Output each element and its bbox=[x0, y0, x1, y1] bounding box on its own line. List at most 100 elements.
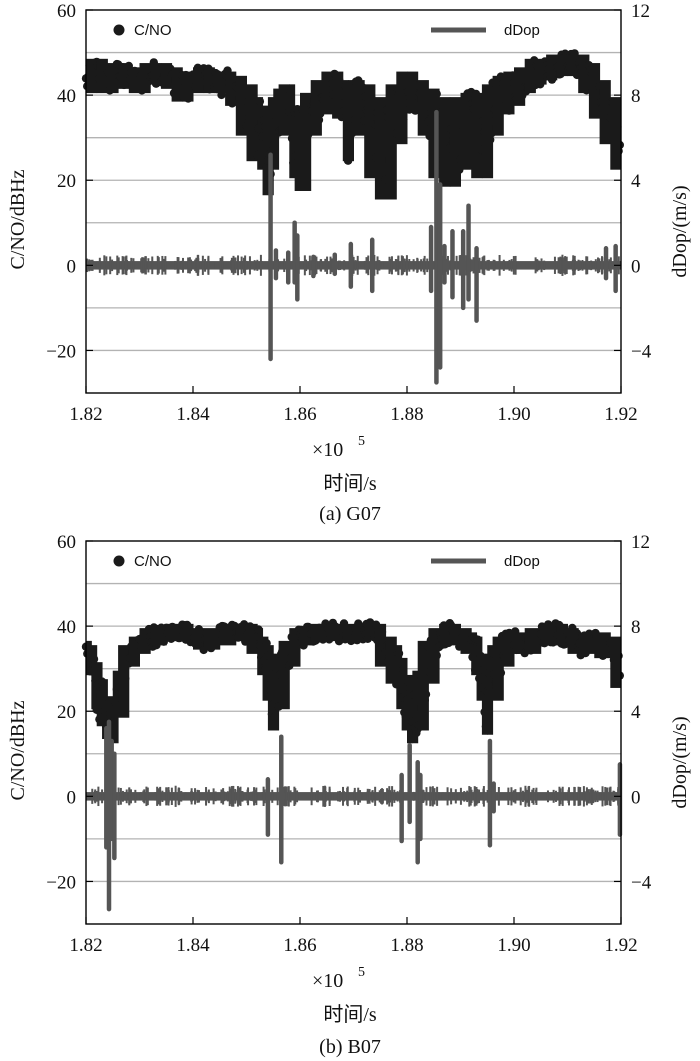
x-tick-label: 1.86 bbox=[283, 404, 316, 425]
panel-caption: (a) G07 bbox=[319, 503, 381, 525]
cno-band bbox=[214, 71, 226, 94]
cno-band bbox=[364, 623, 376, 637]
cno-band bbox=[139, 63, 151, 94]
cno-band bbox=[353, 623, 365, 642]
cno-band bbox=[139, 628, 151, 654]
cno-band bbox=[439, 97, 451, 187]
cno-band bbox=[396, 645, 403, 710]
y-right-tick-label: 8 bbox=[631, 86, 641, 107]
x-axis-label: 时间/s bbox=[323, 1003, 377, 1026]
cno-band bbox=[128, 67, 140, 94]
y-right-tick-label: −4 bbox=[631, 872, 652, 893]
cno-band bbox=[471, 632, 478, 676]
cno-band bbox=[332, 71, 344, 119]
cno-band bbox=[487, 645, 494, 735]
legend-label-ddop: dDop bbox=[504, 22, 540, 39]
legend-label-cno: C/NO bbox=[134, 22, 172, 39]
legend-marker-cno bbox=[113, 555, 125, 567]
x-tick-label: 1.92 bbox=[604, 404, 637, 425]
cno-band bbox=[182, 623, 194, 642]
cno-band bbox=[166, 623, 183, 642]
cno-band bbox=[514, 632, 526, 654]
panel-caption: (b) B07 bbox=[319, 1036, 381, 1058]
cno-band bbox=[503, 632, 515, 667]
cno-band bbox=[160, 63, 173, 89]
cno-band bbox=[278, 640, 290, 710]
cno-band bbox=[294, 105, 301, 191]
cno-band bbox=[289, 84, 296, 179]
cno-band bbox=[257, 628, 264, 676]
cno-band bbox=[193, 628, 205, 650]
plot-frame bbox=[85, 9, 622, 394]
x-tick-label: 1.90 bbox=[497, 935, 530, 956]
legend-label-ddop: dDop bbox=[504, 553, 540, 570]
cno-band bbox=[278, 84, 290, 136]
cno-band bbox=[273, 653, 280, 731]
cno-band bbox=[128, 636, 140, 667]
cno-band bbox=[374, 97, 387, 200]
legend: C/NO dDop bbox=[113, 22, 540, 39]
y-left-tick-label: 40 bbox=[57, 86, 76, 107]
cno-band bbox=[342, 80, 349, 162]
series-ddop bbox=[86, 719, 623, 912]
cno-band bbox=[567, 628, 579, 654]
cno-band bbox=[203, 67, 215, 94]
cno-band bbox=[118, 645, 130, 718]
cno-band bbox=[193, 67, 205, 94]
cno-band bbox=[86, 640, 92, 676]
cno-band bbox=[225, 71, 237, 106]
cno-band bbox=[150, 628, 167, 646]
x-axis-label: 时间/s bbox=[323, 472, 377, 495]
cno-band bbox=[364, 84, 376, 179]
cno-band bbox=[567, 54, 579, 77]
cno-band bbox=[578, 54, 590, 94]
cno-band bbox=[546, 54, 558, 81]
y-left-label: C/NO/dBHz bbox=[7, 700, 29, 800]
cno-band bbox=[86, 58, 98, 94]
cno-band bbox=[556, 623, 568, 646]
y-right-tick-label: 12 bbox=[631, 532, 650, 553]
x-tick-label: 1.86 bbox=[283, 935, 316, 956]
cno-band bbox=[374, 623, 387, 667]
cno-band bbox=[289, 628, 301, 667]
y-left-tick-label: −20 bbox=[46, 341, 76, 362]
cno-band bbox=[588, 63, 601, 119]
y-left-tick-label: 60 bbox=[57, 1, 76, 22]
x-tick-label: 1.82 bbox=[69, 404, 102, 425]
y-right-tick-label: 4 bbox=[631, 171, 641, 192]
cno-band bbox=[385, 636, 397, 684]
cno-band bbox=[246, 84, 258, 162]
y-right-tick-label: 0 bbox=[631, 256, 641, 277]
x-tick-label: 1.84 bbox=[176, 404, 210, 425]
y-left-tick-label: 20 bbox=[57, 171, 76, 192]
y-left-tick-label: 40 bbox=[57, 617, 76, 638]
cno-band bbox=[492, 75, 504, 136]
cno-band bbox=[556, 54, 568, 77]
cno-band bbox=[514, 67, 526, 106]
cno-band bbox=[203, 628, 221, 650]
cno-band bbox=[171, 67, 183, 102]
cno-band bbox=[310, 80, 322, 136]
cno-band bbox=[300, 628, 312, 646]
cno-band bbox=[353, 80, 365, 136]
cno-band bbox=[300, 92, 312, 191]
legend-label-cno: C/NO bbox=[134, 553, 172, 570]
y-right-tick-label: −4 bbox=[631, 341, 652, 362]
cno-band bbox=[460, 628, 472, 654]
cno-band bbox=[96, 58, 108, 94]
y-right-label: dDop/(m/s) bbox=[669, 716, 691, 808]
x-tick-label: 1.88 bbox=[390, 404, 423, 425]
x-multiplier: ×10 bbox=[312, 970, 343, 992]
cno-band bbox=[578, 632, 595, 654]
y-left-tick-label: 0 bbox=[67, 787, 77, 808]
cno-band bbox=[412, 670, 419, 744]
cno-band bbox=[407, 71, 419, 111]
y-left-tick-label: 20 bbox=[57, 702, 76, 723]
cno-band bbox=[235, 75, 247, 136]
cno-band bbox=[460, 92, 472, 170]
cno-band bbox=[91, 645, 98, 710]
x-multiplier-exponent: 5 bbox=[358, 965, 365, 980]
cno-band bbox=[439, 623, 451, 646]
cno-band bbox=[535, 58, 547, 85]
